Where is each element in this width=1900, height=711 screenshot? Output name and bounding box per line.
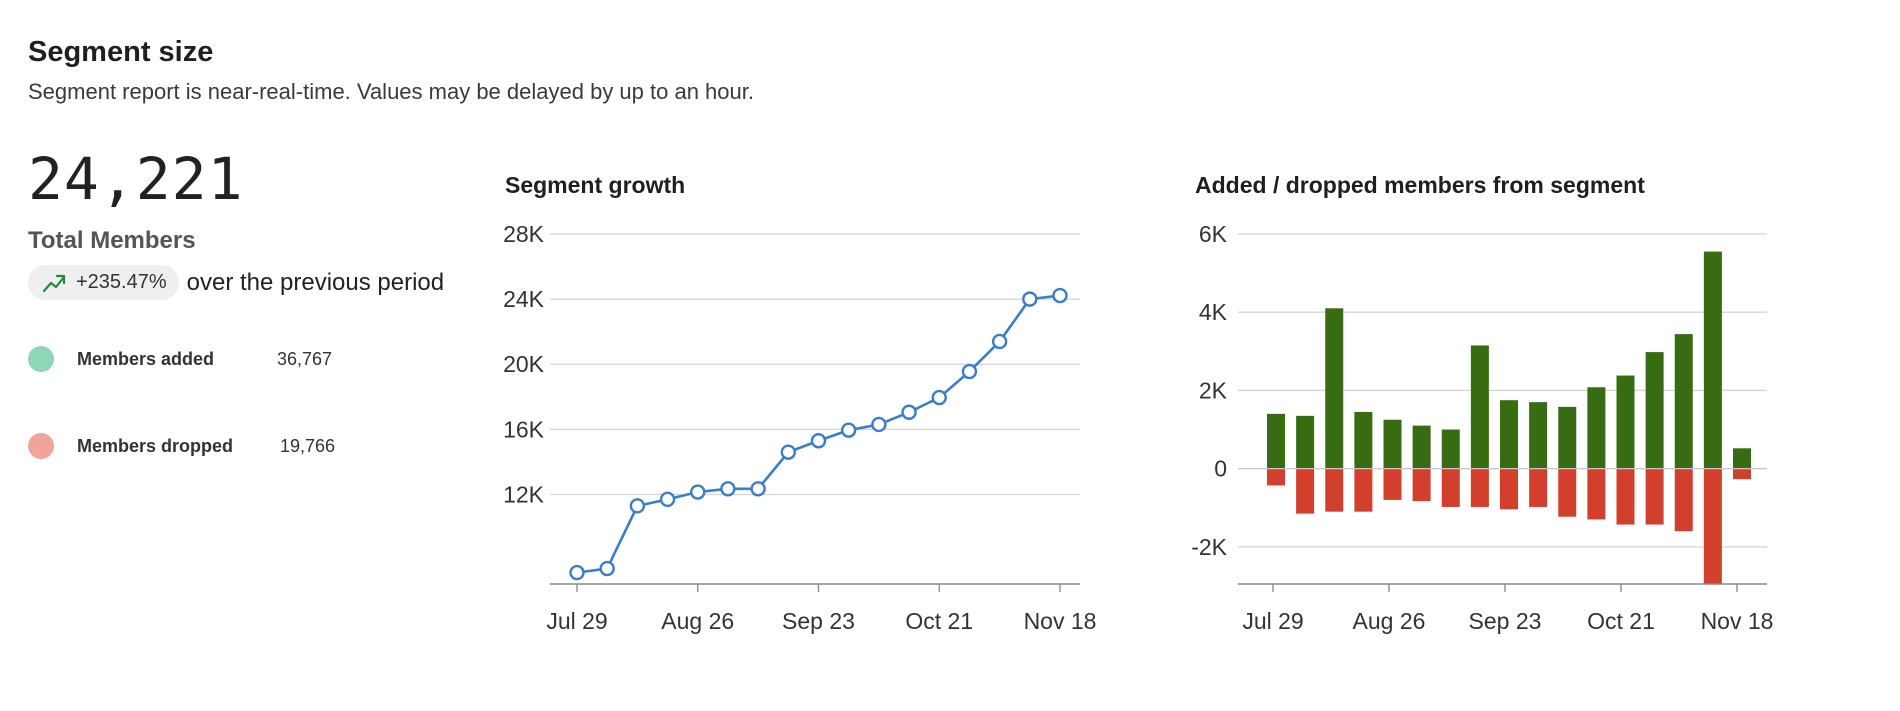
change-value: +235.47% <box>76 271 167 293</box>
growth-y-tick-label: 24K <box>503 286 545 312</box>
added-bar <box>1587 387 1606 469</box>
dropped-bar <box>1616 468 1635 525</box>
growth-data-point <box>599 560 615 577</box>
members-added-label: Members added <box>77 348 215 369</box>
added-bar <box>1354 411 1373 469</box>
dropped-bar <box>1470 468 1489 507</box>
dropped-bar <box>1558 468 1577 517</box>
added-bar <box>1674 334 1693 469</box>
dropped-bar <box>1267 468 1285 486</box>
dropped-bar <box>1645 468 1664 525</box>
growth-data-point <box>659 491 676 508</box>
legend-members-added: Members added 36,767 <box>28 346 332 372</box>
growth-y-tick-label: 20K <box>503 351 545 377</box>
bars-y-tick-label: 2K <box>1199 377 1228 403</box>
growth-y-tick-label: 28K <box>503 221 545 247</box>
growth-data-point <box>991 333 1008 350</box>
members-dropped-value: 19,766 <box>280 435 336 456</box>
added-bar <box>1645 352 1664 469</box>
added-bar <box>1529 402 1548 469</box>
members-added-value: 36,767 <box>277 348 333 369</box>
growth-data-point <box>780 444 797 460</box>
growth-data-point <box>961 363 978 380</box>
growth-x-tick-label: Aug 26 <box>661 608 734 634</box>
growth-data-point <box>810 433 827 449</box>
page-subtitle: Segment report is near-real-time. Values… <box>28 79 754 104</box>
stats-panel: 24,221 Total Members +235.47% over the p… <box>28 145 488 459</box>
added-bar <box>1412 425 1431 469</box>
added-dropped-title: Added / dropped members from segment <box>1195 172 1645 198</box>
growth-x-tick-label: Sep 23 <box>782 608 855 634</box>
added-dropped-chart: Added / dropped members from segment -2K… <box>1191 172 1795 642</box>
legend-members-dropped: Members dropped 19,766 <box>28 433 335 459</box>
added-bar <box>1616 375 1635 469</box>
dropped-bar <box>1674 468 1693 532</box>
growth-data-point <box>720 481 736 497</box>
growth-data-point <box>1052 287 1068 304</box>
growth-data-point <box>931 389 947 406</box>
growth-data-point <box>871 416 887 433</box>
growth-x-tick-label: Nov 18 <box>1024 608 1097 634</box>
added-bar <box>1703 251 1722 469</box>
segment-growth-plot: 12K 16K 20K 24K 28K Jul 29 Aug 26 Sep 23 Oct 21 N… <box>503 221 1097 634</box>
bars-y-tick-label: 6K <box>1199 221 1228 247</box>
change-badge: +235.47% <box>28 265 179 300</box>
added-bar <box>1325 308 1344 469</box>
added-bar <box>1267 413 1285 469</box>
members-added-dot <box>28 346 54 372</box>
added-bar <box>1470 345 1489 469</box>
page-title: Segment size <box>28 36 214 68</box>
members-dropped-dot <box>28 433 54 459</box>
segment-growth-chart: Segment growth 12K 16K 20K 24K 28K Jul 29 Aug … <box>503 172 1097 642</box>
total-members-value: 24,221 <box>28 145 244 213</box>
bars-x-tick-label: Sep 23 <box>1469 608 1542 634</box>
bars-x-tick-label: Oct 21 <box>1587 608 1655 634</box>
change-row: +235.47% over the previous period <box>28 265 488 300</box>
growth-y-tick-label: 16K <box>503 416 545 442</box>
dropped-bar <box>1296 468 1315 514</box>
growth-x-tick-label: Oct 21 <box>905 608 973 634</box>
dropped-bar <box>1587 468 1606 520</box>
added-bar <box>1441 429 1460 469</box>
added-bar <box>1296 415 1315 469</box>
added-bar <box>1558 406 1577 469</box>
bars-y-tick-label: 4K <box>1199 299 1228 325</box>
growth-data-point <box>690 484 706 500</box>
bars-y-tick-label: -2K <box>1191 534 1227 560</box>
change-text: over the previous period <box>186 268 445 296</box>
growth-data-point <box>1022 291 1038 307</box>
bars-y-tick-label: 0 <box>1214 456 1227 482</box>
page-header: Segment size Segment report is near-real… <box>28 36 754 105</box>
dropped-bar <box>1733 468 1751 480</box>
bars-x-tick-label: Jul 29 <box>1242 608 1303 634</box>
growth-data-point <box>629 498 646 514</box>
dropped-bar <box>1441 468 1460 507</box>
total-members-label: Total Members <box>28 227 196 254</box>
trending-up-icon <box>42 274 66 292</box>
growth-data-point <box>901 404 917 420</box>
dropped-bar <box>1703 468 1722 584</box>
added-bar <box>1500 400 1518 469</box>
members-dropped-label: Members dropped <box>77 435 234 456</box>
dropped-bar <box>1325 468 1344 512</box>
growth-x-tick-label: Jul 29 <box>546 608 607 634</box>
growth-data-point <box>569 564 585 581</box>
added-bar <box>1383 419 1402 469</box>
dropped-bar <box>1500 468 1518 510</box>
growth-data-point <box>750 481 766 497</box>
segment-growth-title: Segment growth <box>505 172 686 198</box>
dropped-bar <box>1354 468 1373 512</box>
dropped-bar <box>1412 468 1431 502</box>
added-bar <box>1733 448 1751 469</box>
dropped-bar <box>1383 468 1402 500</box>
bars-x-tick-label: Aug 26 <box>1353 608 1426 634</box>
growth-y-tick-label: 12K <box>503 481 545 507</box>
dropped-bar <box>1529 468 1548 507</box>
bars-x-tick-label: Nov 18 <box>1701 608 1774 634</box>
growth-data-point <box>840 422 857 438</box>
added-dropped-plot: -2K 0 2K 4K 6K Jul 29 Aug 26 Sep 23 Oct 21 Nov 18 <box>1191 221 1774 634</box>
